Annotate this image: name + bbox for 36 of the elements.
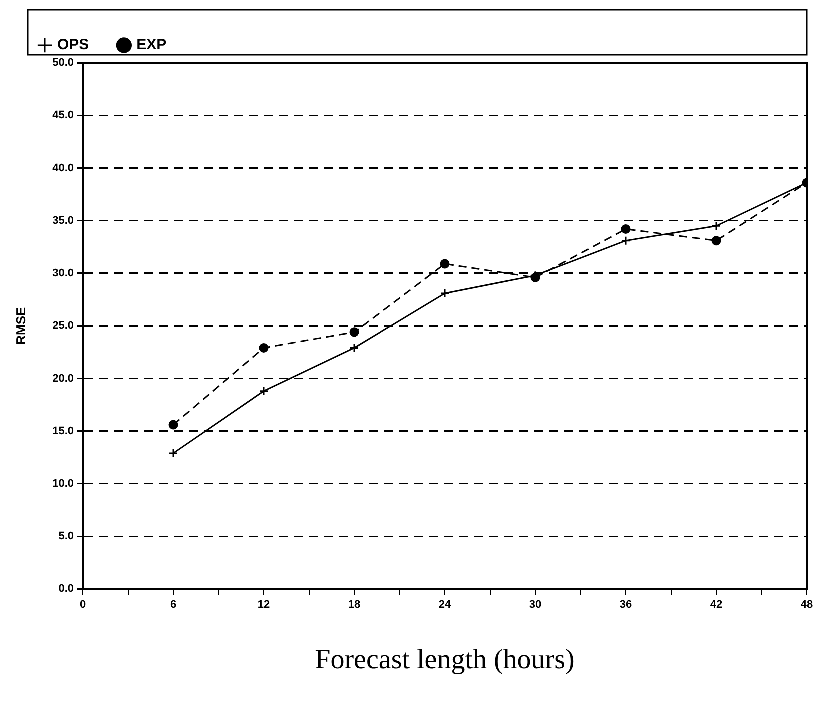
- point: [350, 328, 360, 338]
- x-tick-label: 30: [529, 598, 542, 611]
- legend-label: EXP: [136, 36, 167, 54]
- x-tick-label: 18: [348, 598, 361, 611]
- x-tick-label: 48: [800, 598, 814, 611]
- point: [440, 288, 450, 298]
- y-tick-label: 40.0: [52, 162, 74, 174]
- y-tick-label: 30.0: [52, 268, 74, 280]
- y-tick-label: 50.0: [52, 57, 74, 70]
- point: [621, 224, 631, 234]
- y-axis-title: RMSE: [13, 306, 28, 345]
- y-tick-label: 35.0: [52, 214, 74, 227]
- y-tick-label: 10.0: [52, 478, 74, 490]
- x-tick-label: 24: [438, 598, 452, 611]
- point: [259, 343, 269, 353]
- x-tick-label: 12: [258, 598, 270, 611]
- y-tick-label: 45.0: [52, 110, 74, 122]
- y-tick-label: 5.0: [58, 530, 74, 543]
- x-tick-label: 36: [620, 598, 632, 611]
- point: [712, 236, 722, 246]
- x-tick-label: 6: [170, 598, 177, 611]
- point: [350, 343, 360, 353]
- point: [168, 420, 178, 430]
- y-tick-label: 25.0: [52, 320, 74, 332]
- point: [259, 386, 269, 396]
- y-tick-label: 15.0: [52, 425, 74, 438]
- legend-label: OPS: [58, 36, 90, 54]
- point: [440, 259, 450, 269]
- y-tick-label: 20.0: [52, 372, 74, 385]
- x-tick-label: 42: [710, 598, 723, 611]
- y-tick-label: 0.0: [58, 583, 74, 596]
- x-axis-title: Forecast length (hours): [315, 644, 575, 676]
- x-tick-label: 0: [80, 598, 86, 611]
- point: [712, 221, 722, 231]
- point: [168, 448, 178, 458]
- point: [621, 236, 631, 246]
